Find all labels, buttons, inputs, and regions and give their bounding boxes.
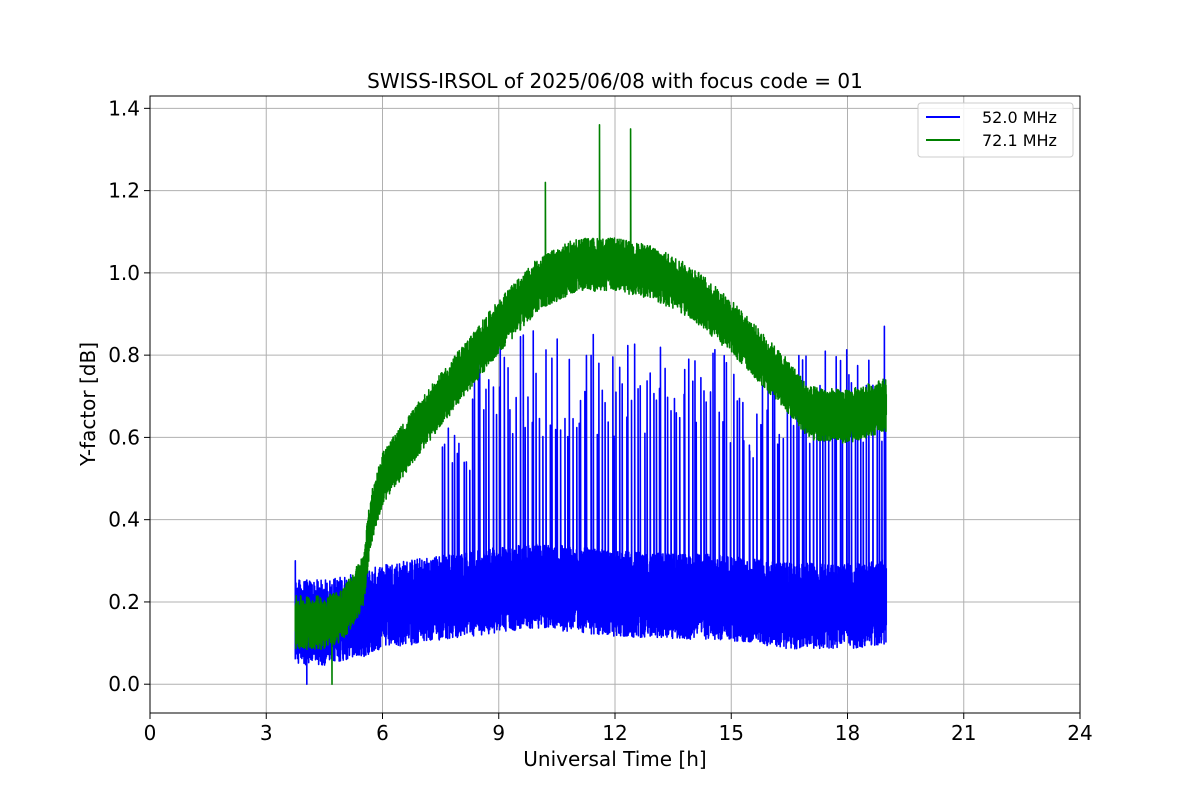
y-tick-label: 1.2 — [108, 179, 140, 203]
x-axis-label: Universal Time [h] — [523, 747, 706, 771]
x-tick-label: 21 — [951, 721, 976, 745]
x-tick-label: 9 — [492, 721, 505, 745]
x-axis: 0 3 6 9 12 15 18 21 24 — [144, 713, 1093, 745]
x-tick-label: 6 — [376, 721, 389, 745]
x-tick-label: 15 — [719, 721, 744, 745]
plot-area — [294, 123, 888, 686]
x-tick-label: 0 — [144, 721, 157, 745]
legend-label-series-2: 72.1 MHz — [982, 131, 1057, 150]
y-tick-label: 1.4 — [108, 96, 140, 120]
chart-title: SWISS-IRSOL of 2025/06/08 with focus cod… — [367, 69, 863, 93]
y-tick-label: 1.0 — [108, 261, 140, 285]
series-line-1 — [294, 325, 888, 686]
y-axis: 0.0 0.2 0.4 0.6 0.8 1.0 1.2 1.4 — [108, 96, 150, 696]
y-tick-label: 0.6 — [108, 425, 140, 449]
x-tick-label: 18 — [835, 721, 860, 745]
series-line-2 — [294, 123, 888, 686]
legend-label-series-1: 52.0 MHz — [982, 108, 1057, 127]
x-tick-label: 12 — [602, 721, 627, 745]
x-tick-label: 3 — [260, 721, 273, 745]
y-tick-label: 0.0 — [108, 672, 140, 696]
y-tick-label: 0.2 — [108, 590, 140, 614]
y-tick-label: 0.4 — [108, 508, 140, 532]
legend: 52.0 MHz 72.1 MHz — [917, 102, 1074, 158]
y-tick-label: 0.8 — [108, 343, 140, 367]
y-axis-label: Y-factor [dB] — [76, 342, 100, 467]
x-tick-label: 24 — [1067, 721, 1092, 745]
